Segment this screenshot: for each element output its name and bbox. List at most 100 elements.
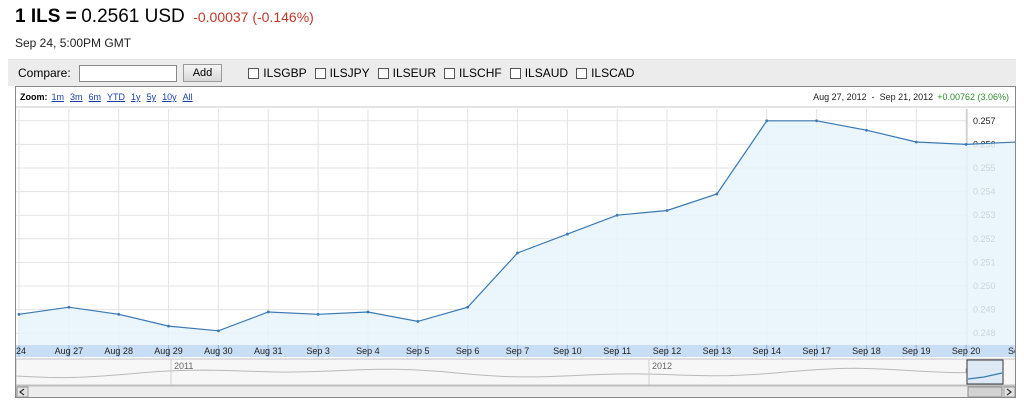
scroll-right-button[interactable]	[1003, 386, 1015, 397]
scrollbar-thumb[interactable]	[967, 386, 1003, 397]
x-tick-label: Sep 5	[406, 346, 430, 356]
x-tick-label: Aug 30	[204, 346, 233, 356]
ticker-label: ILSAUD	[524, 66, 569, 80]
ticker-checkbox[interactable]: ILSGBP	[248, 66, 307, 80]
zoom-3m-link[interactable]: 3m	[70, 92, 83, 102]
checkbox-icon[interactable]	[314, 67, 326, 79]
x-tick-label: Sep 18	[852, 346, 881, 356]
data-point	[17, 312, 21, 316]
data-point	[765, 119, 769, 123]
price-chart[interactable]: 0.2480.2490.2500.2510.2520.2530.2540.255…	[16, 87, 1016, 398]
range-separator: -	[871, 92, 875, 102]
quote-lead: 1 ILS =	[15, 6, 77, 27]
ticker-checkbox[interactable]: ILSEUR	[377, 66, 437, 80]
data-point	[615, 213, 619, 217]
ticker-label: ILSGBP	[263, 66, 307, 80]
checkbox-icon[interactable]	[377, 67, 389, 79]
x-tick-label: Sep 14	[752, 346, 781, 356]
quote-timestamp: Sep 24, 5:00PM GMT	[15, 36, 132, 50]
zoom-5y-link[interactable]: 5y	[146, 92, 157, 102]
x-tick-label: Aug 28	[104, 346, 133, 356]
ticker-checkbox[interactable]: ILSJPY	[314, 66, 370, 80]
data-point	[516, 251, 519, 255]
quote-change: -0.00037 (-0.146%)	[193, 9, 314, 25]
ticker-label: ILSJPY	[329, 66, 370, 80]
ticker-checkbox[interactable]: ILSAUD	[509, 66, 569, 80]
scroll-left-button[interactable]	[16, 386, 29, 397]
x-tick-label: Sep 10	[553, 346, 582, 356]
y-tick-label: 0.257	[973, 116, 996, 126]
x-tick-label: Sep	[1008, 346, 1016, 356]
x-tick-label: Aug 27	[55, 346, 84, 356]
navigator-strip[interactable]	[16, 358, 1016, 386]
checkbox-icon[interactable]	[444, 67, 456, 79]
zoom-10y-link[interactable]: 10y	[162, 92, 177, 102]
zoom-1m-link[interactable]: 1m	[51, 92, 65, 102]
data-point	[167, 324, 170, 328]
checkbox-icon[interactable]	[509, 67, 521, 79]
zoom-bar: Zoom: 1m 3m 6m YTD 1y 5y 10y All	[16, 87, 1015, 107]
data-point	[914, 140, 918, 144]
quote-header: 1 ILS = 0.2561 USD -0.00037 (-0.146%)	[15, 6, 314, 28]
data-point	[466, 305, 470, 309]
chart-container: 0.2480.2490.2500.2510.2520.2530.2540.255…	[15, 86, 1016, 398]
data-point	[964, 143, 968, 146]
ticker-list: ILSGBP ILSJPY ILSEUR ILSCHF ILSAUD ILSCA…	[248, 66, 642, 80]
x-tick-label: Sep 13	[703, 346, 732, 356]
zoom-1y-link[interactable]: 1y	[131, 92, 141, 102]
series-area	[19, 120, 1015, 345]
navigator-selection[interactable]	[966, 359, 1004, 385]
compare-input[interactable]	[78, 64, 177, 82]
zoom-label: Zoom:	[20, 92, 48, 102]
data-point	[117, 312, 121, 316]
navigator-year-label: 2012	[652, 361, 672, 371]
range-change: +0.00762 (3.06%)	[937, 92, 1009, 102]
data-point	[366, 310, 370, 314]
ticker-label: ILSCHF	[459, 66, 502, 80]
scrollbar-track[interactable]	[16, 385, 1016, 398]
x-tick-label: Aug 31	[254, 346, 283, 356]
x-tick-label: Sep 12	[653, 346, 682, 356]
x-tick-label: Sep 6	[456, 346, 480, 356]
data-point	[715, 192, 719, 196]
x-tick-label: Aug 29	[154, 346, 183, 356]
x-tick-label: Sep 7	[506, 346, 530, 356]
zoom-all-link[interactable]: All	[182, 92, 193, 102]
x-tick-label: Sep 17	[802, 346, 831, 356]
chevron-left-icon	[19, 388, 25, 396]
date-range: Aug 27, 2012- Sep 21, 2012 +0.00762 (3.06%…	[813, 92, 1009, 102]
x-axis-band	[16, 345, 1015, 357]
ticker-label: ILSEUR	[392, 66, 437, 80]
ticker-label: ILSCAD	[591, 66, 635, 80]
data-point	[865, 128, 868, 132]
data-point	[665, 209, 669, 212]
data-point	[815, 119, 818, 123]
x-tick-label: Sep 19	[902, 346, 931, 356]
x-tick-label: Sep 20	[952, 346, 981, 356]
checkbox-icon[interactable]	[576, 67, 588, 79]
compare-bar: Compare: Add ILSGBP ILSJPY ILSEUR ILSCHF…	[8, 59, 1016, 86]
data-point	[217, 329, 220, 333]
data-point	[316, 312, 320, 316]
compare-label: Compare:	[18, 66, 71, 80]
data-point	[67, 305, 71, 309]
x-tick-label: Sep 11	[603, 346, 631, 356]
navigator-selection-line	[967, 372, 1003, 380]
range-end: Sep 21, 2012	[879, 92, 934, 102]
x-tick-label: Sep 4	[356, 346, 380, 356]
range-start: Aug 27, 2012	[813, 92, 867, 102]
zoom-ytd-link[interactable]: YTD	[107, 92, 126, 102]
quote-price: 0.2561 USD	[81, 6, 185, 27]
ticker-checkbox[interactable]: ILSCHF	[444, 66, 502, 80]
data-point	[266, 310, 270, 314]
data-point	[565, 232, 569, 236]
checkbox-icon[interactable]	[248, 67, 260, 79]
ticker-checkbox[interactable]: ILSCAD	[576, 66, 634, 80]
add-button[interactable]: Add	[182, 64, 223, 82]
navigator-line	[16, 367, 1002, 379]
data-point	[1014, 141, 1015, 144]
zoom-6m-link[interactable]: 6m	[88, 92, 102, 102]
navigator-year-label: 2011	[174, 361, 193, 371]
chevron-right-icon	[1006, 388, 1012, 396]
x-tick-label: 24	[16, 346, 26, 356]
